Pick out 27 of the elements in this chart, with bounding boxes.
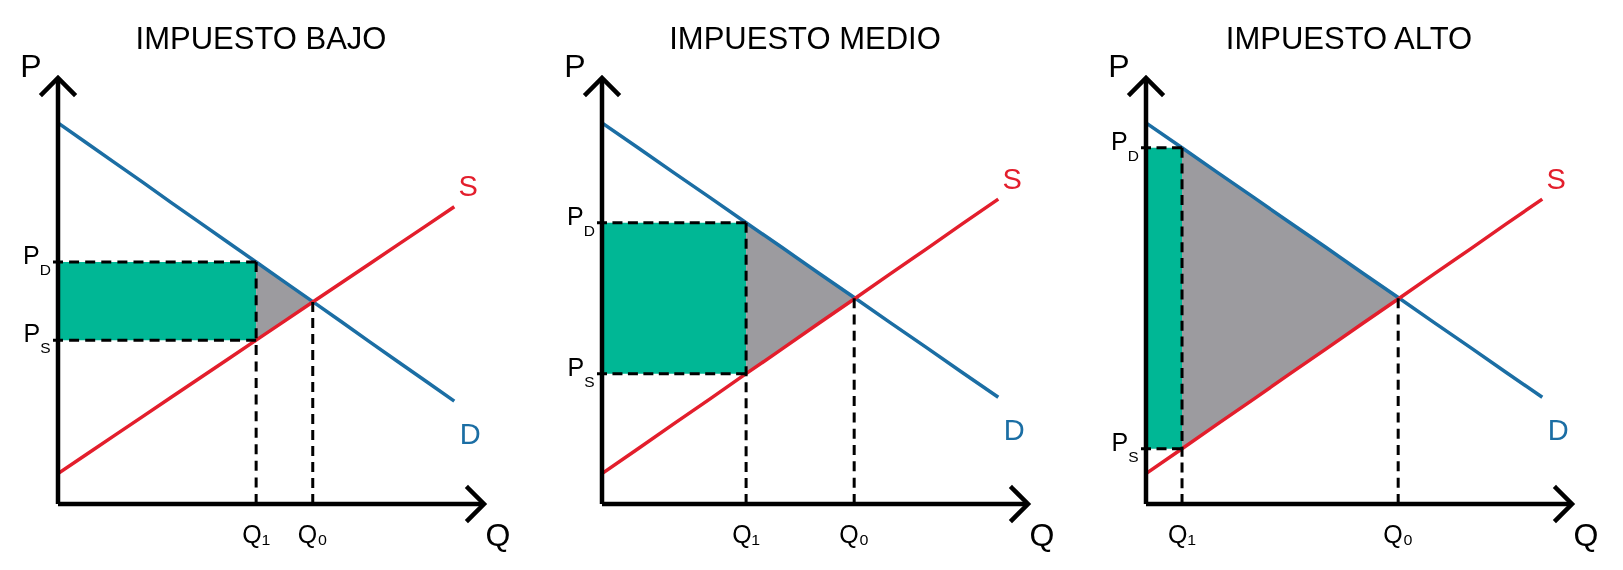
- x-tick-label: Q₁: [242, 520, 271, 548]
- x-tick-label: Q₀: [297, 520, 328, 548]
- x-tick-label: Q₀: [1383, 520, 1414, 548]
- series-label: D: [1547, 413, 1569, 446]
- chart-title: IMPUESTO BAJO: [135, 21, 387, 56]
- annotation: P$_{S}$: [1111, 427, 1139, 465]
- series-label: D: [459, 417, 481, 450]
- annotation: P$_{S}$: [567, 352, 595, 390]
- annotation: P$_{D}$: [567, 201, 595, 239]
- y-axis-title: P: [564, 48, 586, 84]
- y-axis-title: P: [1108, 48, 1130, 84]
- x-axis-title: Q: [1029, 517, 1055, 553]
- series-label: D: [1003, 413, 1025, 446]
- chart-title: IMPUESTO MEDIO: [669, 21, 941, 56]
- annotation: P$_{D}$: [1111, 126, 1139, 164]
- x-tick-label: Q₀: [839, 520, 870, 548]
- x-axis-title: Q: [1573, 517, 1599, 553]
- x-tick-label: Q₁: [732, 520, 761, 548]
- x-axis-title: Q: [485, 517, 511, 553]
- annotation: P$_{D}$: [23, 241, 51, 278]
- series-label: S: [1546, 162, 1566, 195]
- chart-title: IMPUESTO ALTO: [1225, 21, 1473, 56]
- series-label: S: [458, 170, 478, 203]
- x-tick-label: Q₁: [1168, 520, 1196, 548]
- annotation: P$_{S}$: [23, 319, 51, 356]
- series-label: S: [1002, 162, 1022, 195]
- y-axis-title: P: [20, 48, 42, 84]
